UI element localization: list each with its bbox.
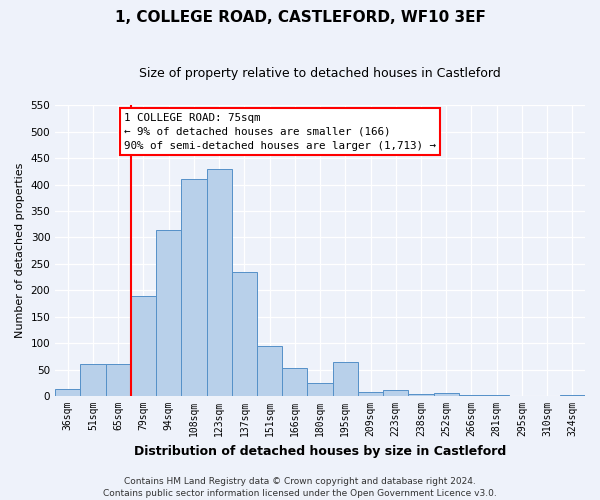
Text: 1, COLLEGE ROAD, CASTLEFORD, WF10 3EF: 1, COLLEGE ROAD, CASTLEFORD, WF10 3EF: [115, 10, 485, 25]
Title: Size of property relative to detached houses in Castleford: Size of property relative to detached ho…: [139, 68, 501, 80]
Bar: [434, 394, 459, 396]
Bar: [459, 395, 484, 396]
Bar: [409, 394, 434, 396]
Bar: [383, 390, 409, 396]
Bar: [156, 230, 181, 396]
Bar: [232, 272, 257, 396]
Bar: [332, 362, 358, 396]
X-axis label: Distribution of detached houses by size in Castleford: Distribution of detached houses by size …: [134, 444, 506, 458]
Bar: [358, 392, 383, 396]
Bar: [282, 368, 307, 396]
Bar: [131, 296, 156, 396]
Bar: [206, 168, 232, 396]
Bar: [560, 395, 585, 396]
Bar: [181, 180, 206, 396]
Y-axis label: Number of detached properties: Number of detached properties: [15, 163, 25, 338]
Text: 1 COLLEGE ROAD: 75sqm
← 9% of detached houses are smaller (166)
90% of semi-deta: 1 COLLEGE ROAD: 75sqm ← 9% of detached h…: [124, 112, 436, 150]
Bar: [307, 383, 332, 396]
Bar: [106, 364, 131, 396]
Bar: [484, 395, 509, 396]
Bar: [55, 389, 80, 396]
Text: Contains HM Land Registry data © Crown copyright and database right 2024.
Contai: Contains HM Land Registry data © Crown c…: [103, 476, 497, 498]
Bar: [257, 346, 282, 396]
Bar: [80, 364, 106, 396]
